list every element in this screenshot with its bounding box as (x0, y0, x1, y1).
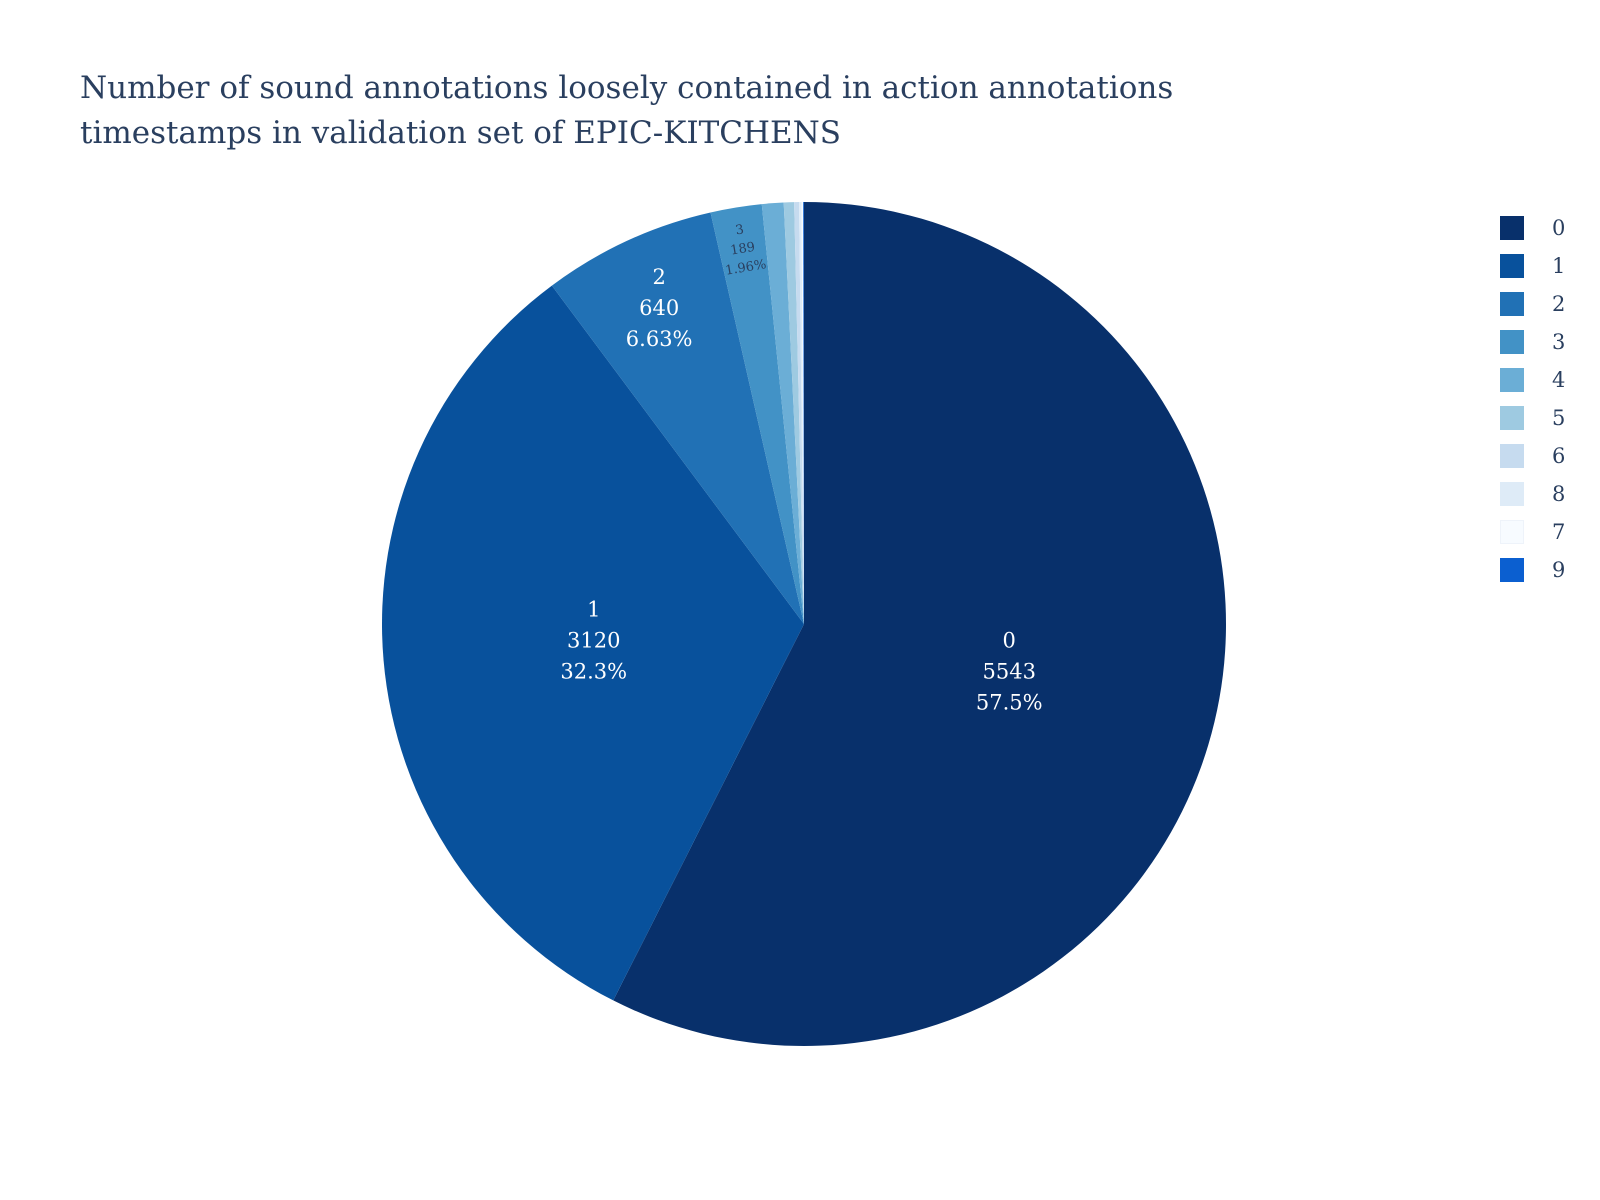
legend-item-6[interactable]: 6 (1500, 444, 1590, 482)
legend-label-2: 2 (1552, 292, 1566, 316)
legend-label-3: 3 (1552, 330, 1566, 354)
legend-label-8: 8 (1552, 482, 1566, 506)
legend-swatch-7 (1500, 520, 1524, 544)
slice-label-name-1: 1 (587, 598, 600, 622)
slice-label-value-3: 189 (729, 240, 756, 259)
pie-slices (382, 202, 1226, 1046)
slice-label-value-0: 5543 (982, 660, 1035, 684)
legend-swatch-1 (1500, 254, 1524, 278)
pie-slice-7[interactable] (801, 202, 804, 625)
legend-label-0: 0 (1552, 216, 1566, 240)
legend-swatch-2 (1500, 292, 1524, 316)
legend-label-7: 7 (1552, 520, 1566, 544)
pie-slice-6[interactable] (794, 202, 804, 625)
pie-slice-3[interactable] (710, 204, 804, 625)
slice-label-value-1: 3120 (567, 629, 620, 653)
slice-label-group-1: 1 3120 32.3% (560, 598, 627, 684)
legend-label-5: 5 (1552, 406, 1566, 430)
slice-label-group-2: 2 640 6.63% (626, 265, 693, 351)
legend-label-6: 6 (1552, 444, 1566, 468)
pie-slice-1[interactable] (382, 285, 804, 1001)
slice-label-group-0: 0 5543 57.5% (976, 629, 1043, 715)
pie-slice-4[interactable] (761, 202, 804, 624)
chart-title-line-1: Number of sound annotations loosely cont… (80, 70, 1174, 106)
slice-label-percent-1: 32.3% (560, 660, 627, 684)
pie-slice-2[interactable] (551, 212, 804, 624)
slice-label-percent-0: 57.5% (976, 691, 1043, 715)
legend-item-2[interactable]: 2 (1500, 292, 1590, 330)
legend-label-9: 9 (1552, 558, 1566, 582)
slice-label-name-2: 2 (652, 265, 665, 289)
legend: 0 1 2 3 4 5 6 8 7 9 (1500, 216, 1590, 596)
legend-label-4: 4 (1552, 368, 1566, 392)
slice-label-name-3: 3 (734, 222, 745, 238)
pie-slice-8[interactable] (799, 202, 804, 624)
chart-title-line-2: timestamps in validation set of EPIC-KIT… (80, 115, 842, 151)
pie-slice-5[interactable] (783, 202, 804, 624)
legend-item-8[interactable]: 8 (1500, 482, 1590, 520)
legend-label-1: 1 (1552, 254, 1566, 278)
pie-slice-0[interactable] (613, 202, 1226, 1046)
legend-swatch-9 (1500, 558, 1524, 582)
legend-swatch-3 (1500, 330, 1524, 354)
legend-item-9[interactable]: 9 (1500, 558, 1590, 596)
legend-swatch-4 (1500, 368, 1524, 392)
legend-item-3[interactable]: 3 (1500, 330, 1590, 368)
legend-item-4[interactable]: 4 (1500, 368, 1590, 406)
legend-swatch-8 (1500, 482, 1524, 506)
pie-slice-9[interactable] (803, 202, 804, 624)
legend-item-1[interactable]: 1 (1500, 254, 1590, 292)
legend-swatch-5 (1500, 406, 1524, 430)
legend-item-7[interactable]: 7 (1500, 520, 1590, 558)
slice-label-percent-3: 1.96% (724, 257, 767, 278)
legend-swatch-6 (1500, 444, 1524, 468)
legend-swatch-0 (1500, 216, 1524, 240)
legend-item-5[interactable]: 5 (1500, 406, 1590, 444)
slice-label-value-2: 640 (639, 296, 679, 320)
chart-title: Number of sound annotations loosely cont… (80, 66, 1280, 156)
legend-item-0[interactable]: 0 (1500, 216, 1590, 254)
slice-label-name-0: 0 (1003, 629, 1016, 653)
slice-label-percent-2: 6.63% (626, 327, 693, 351)
